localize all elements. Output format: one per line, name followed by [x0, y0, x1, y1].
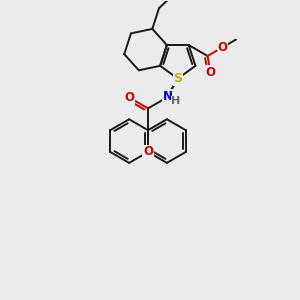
Text: O: O: [143, 146, 153, 158]
Text: H: H: [171, 97, 180, 106]
Text: O: O: [124, 91, 134, 104]
Text: S: S: [173, 72, 182, 85]
Text: O: O: [218, 41, 228, 54]
Text: N: N: [163, 90, 173, 103]
Text: O: O: [206, 66, 215, 79]
